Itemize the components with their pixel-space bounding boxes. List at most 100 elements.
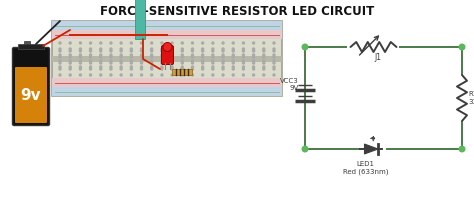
- Circle shape: [263, 60, 265, 62]
- Circle shape: [161, 54, 163, 56]
- Bar: [135, 0, 145, 39]
- Circle shape: [212, 74, 214, 76]
- Circle shape: [181, 54, 183, 56]
- Circle shape: [130, 62, 132, 64]
- Text: 9v: 9v: [21, 88, 41, 103]
- Circle shape: [253, 42, 255, 44]
- Circle shape: [242, 62, 245, 64]
- Circle shape: [151, 62, 153, 64]
- Circle shape: [242, 42, 245, 44]
- Circle shape: [130, 68, 132, 70]
- Circle shape: [171, 54, 173, 56]
- Circle shape: [100, 54, 102, 56]
- Circle shape: [232, 60, 234, 62]
- Circle shape: [181, 62, 183, 64]
- Circle shape: [151, 54, 153, 56]
- Circle shape: [222, 50, 224, 52]
- Bar: [52, 78, 282, 87]
- Circle shape: [222, 60, 224, 62]
- Circle shape: [140, 68, 143, 70]
- Circle shape: [171, 74, 173, 76]
- Circle shape: [161, 48, 163, 50]
- Circle shape: [90, 50, 91, 52]
- Circle shape: [171, 50, 173, 52]
- Circle shape: [163, 42, 172, 51]
- Circle shape: [242, 60, 245, 62]
- Circle shape: [201, 74, 204, 76]
- Bar: [24, 41, 30, 44]
- Circle shape: [120, 50, 122, 52]
- Text: R1
330Ω: R1 330Ω: [468, 91, 474, 105]
- Circle shape: [100, 62, 102, 64]
- Circle shape: [110, 48, 112, 50]
- Circle shape: [222, 42, 224, 44]
- Circle shape: [253, 60, 255, 62]
- Circle shape: [253, 48, 255, 50]
- Circle shape: [110, 68, 112, 70]
- Circle shape: [212, 54, 214, 56]
- Circle shape: [79, 54, 82, 56]
- Circle shape: [181, 48, 183, 50]
- Circle shape: [59, 42, 61, 44]
- Circle shape: [171, 48, 173, 50]
- Circle shape: [151, 56, 153, 58]
- Circle shape: [69, 66, 71, 68]
- Circle shape: [171, 62, 173, 64]
- Circle shape: [232, 56, 234, 58]
- Circle shape: [120, 68, 122, 70]
- Circle shape: [201, 56, 204, 58]
- Circle shape: [59, 68, 61, 70]
- Circle shape: [212, 56, 214, 58]
- Circle shape: [191, 48, 193, 50]
- Circle shape: [79, 66, 82, 68]
- Circle shape: [59, 62, 61, 64]
- Circle shape: [130, 74, 132, 76]
- Text: VCC3
9V: VCC3 9V: [280, 78, 299, 92]
- Circle shape: [79, 60, 82, 62]
- Circle shape: [171, 42, 173, 44]
- FancyBboxPatch shape: [15, 67, 47, 123]
- Circle shape: [191, 54, 193, 56]
- Circle shape: [232, 68, 234, 70]
- Circle shape: [273, 60, 275, 62]
- Circle shape: [151, 42, 153, 44]
- Circle shape: [273, 42, 275, 44]
- Circle shape: [201, 68, 204, 70]
- Circle shape: [263, 54, 265, 56]
- Circle shape: [59, 54, 61, 56]
- FancyBboxPatch shape: [162, 46, 173, 65]
- Circle shape: [100, 56, 102, 58]
- Circle shape: [232, 42, 234, 44]
- Circle shape: [232, 50, 234, 52]
- Circle shape: [90, 60, 91, 62]
- Circle shape: [90, 68, 91, 70]
- Circle shape: [151, 50, 153, 52]
- Bar: [52, 21, 282, 96]
- Circle shape: [130, 66, 132, 68]
- Circle shape: [140, 42, 143, 44]
- Bar: [172, 69, 192, 75]
- Circle shape: [222, 68, 224, 70]
- Circle shape: [140, 54, 143, 56]
- Bar: [52, 87, 282, 96]
- Circle shape: [161, 56, 163, 58]
- Circle shape: [140, 60, 143, 62]
- Circle shape: [181, 60, 183, 62]
- Circle shape: [79, 74, 82, 76]
- Circle shape: [100, 50, 102, 52]
- Text: J1: J1: [374, 53, 381, 62]
- Circle shape: [302, 146, 308, 152]
- Circle shape: [151, 60, 153, 62]
- Circle shape: [100, 66, 102, 68]
- Circle shape: [110, 66, 112, 68]
- Bar: [18, 44, 44, 49]
- Circle shape: [161, 62, 163, 64]
- Circle shape: [253, 62, 255, 64]
- Circle shape: [90, 54, 91, 56]
- Circle shape: [201, 62, 204, 64]
- Circle shape: [110, 54, 112, 56]
- Circle shape: [59, 74, 61, 76]
- Circle shape: [151, 68, 153, 70]
- Circle shape: [59, 60, 61, 62]
- Circle shape: [273, 74, 275, 76]
